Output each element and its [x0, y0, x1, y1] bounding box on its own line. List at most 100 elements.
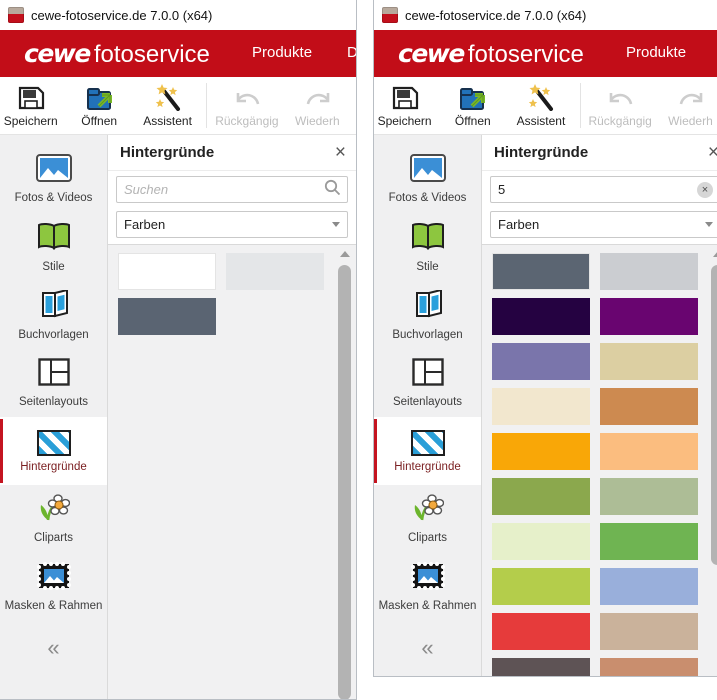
scrollbar-thumb[interactable]: [338, 265, 351, 700]
color-swatch[interactable]: [492, 388, 590, 425]
swatch-grid: [118, 253, 356, 335]
sidebar-item-label: Stile: [42, 261, 64, 273]
redo-label: Wiederh: [295, 114, 340, 128]
page-layouts-icon: [412, 358, 444, 391]
color-swatch[interactable]: [118, 298, 216, 335]
color-swatch[interactable]: [492, 478, 590, 515]
category-dropdown[interactable]: Farben: [490, 211, 717, 238]
photos-icon: [36, 154, 72, 187]
search-input[interactable]: [498, 182, 697, 197]
open-label: Öffnen: [455, 114, 491, 128]
content-area: Fotos & Videos Stile Buchvorlagen Seiten…: [374, 135, 717, 676]
open-button[interactable]: Öffnen: [69, 77, 128, 134]
clipart-flower-icon: [38, 494, 70, 527]
close-icon[interactable]: ×: [335, 145, 346, 161]
sidebar-item-seitenlayouts[interactable]: Seitenlayouts: [374, 349, 481, 417]
logo-rest: fotoservice: [468, 41, 584, 68]
floppy-icon: [17, 81, 45, 113]
sidebar-item-cliparts[interactable]: Cliparts: [0, 485, 107, 553]
app-icon[interactable]: [8, 7, 24, 23]
close-icon[interactable]: ×: [708, 145, 717, 161]
panel-header: Hintergründe ×: [482, 135, 717, 171]
sidebar-item-masken-rahmen[interactable]: Masken & Rahmen: [0, 553, 107, 621]
open-button[interactable]: Öffnen: [443, 77, 502, 134]
folder-open-icon: [459, 81, 486, 113]
sidebar-item-fotos-videos[interactable]: Fotos & Videos: [0, 145, 107, 213]
sidebar: Fotos & Videos Stile Buchvorlagen Seiten…: [0, 135, 108, 699]
sidebar-item-seitenlayouts[interactable]: Seitenlayouts: [0, 349, 107, 417]
color-swatch[interactable]: [492, 433, 590, 470]
color-swatch[interactable]: [600, 388, 698, 425]
color-swatch[interactable]: [492, 343, 590, 380]
color-swatch[interactable]: [600, 298, 698, 335]
category-value: Farben: [498, 217, 705, 232]
category-row: Farben: [482, 208, 717, 245]
color-swatch[interactable]: [600, 478, 698, 515]
menu-clipped[interactable]: D: [347, 44, 357, 61]
sidebar-item-label: Seitenlayouts: [19, 396, 88, 408]
app-icon[interactable]: [382, 7, 398, 23]
sidebar-item-cliparts[interactable]: Cliparts: [374, 485, 481, 553]
scroll-up-icon[interactable]: [340, 251, 350, 257]
scroll-up-icon[interactable]: [713, 251, 717, 257]
color-swatch[interactable]: [600, 253, 698, 290]
redo-label: Wiederh: [668, 114, 713, 128]
sidebar-item-label: Masken & Rahmen: [379, 600, 477, 612]
sidebar-item-masken-rahmen[interactable]: Masken & Rahmen: [374, 553, 481, 621]
redo-button[interactable]: Wiederh: [661, 77, 717, 134]
undo-button[interactable]: Rückgängig: [215, 77, 278, 134]
color-swatch[interactable]: [492, 253, 590, 290]
color-swatch[interactable]: [492, 568, 590, 605]
undo-label: Rückgängig: [215, 114, 278, 128]
swatch-area: [108, 245, 356, 700]
photos-icon: [410, 154, 446, 187]
assistant-label: Assistent: [143, 114, 192, 128]
sidebar-item-stile[interactable]: Stile: [0, 213, 107, 281]
sidebar-collapse-button[interactable]: «: [0, 635, 107, 661]
sidebar-item-label: Cliparts: [34, 532, 73, 544]
search-field: [116, 176, 348, 203]
assistant-button[interactable]: Assistent: [511, 77, 570, 134]
redo-button[interactable]: Wiederh: [288, 77, 347, 134]
sidebar-item-hintergruende[interactable]: Hintergründe: [374, 417, 481, 485]
save-button[interactable]: Speichern: [375, 77, 434, 134]
color-swatch[interactable]: [492, 613, 590, 650]
color-swatch[interactable]: [492, 658, 590, 677]
category-dropdown[interactable]: Farben: [116, 211, 348, 238]
sidebar-collapse-button[interactable]: «: [374, 635, 481, 661]
backgrounds-panel: Hintergründe × Farben: [108, 135, 356, 699]
save-button[interactable]: Speichern: [1, 77, 60, 134]
color-swatch[interactable]: [600, 523, 698, 560]
sidebar-item-buchvorlagen[interactable]: Buchvorlagen: [374, 281, 481, 349]
assistant-button[interactable]: Assistent: [138, 77, 197, 134]
color-swatch[interactable]: [226, 253, 324, 290]
color-swatch[interactable]: [492, 298, 590, 335]
sidebar-item-buchvorlagen[interactable]: Buchvorlagen: [0, 281, 107, 349]
scrollbar: [709, 247, 717, 677]
color-swatch[interactable]: [600, 658, 698, 677]
sidebar-item-label: Buchvorlagen: [18, 329, 88, 341]
content-area: Fotos & Videos Stile Buchvorlagen Seiten…: [0, 135, 356, 699]
sidebar-item-hintergruende[interactable]: Hintergründe: [0, 417, 107, 485]
color-swatch[interactable]: [600, 433, 698, 470]
panel-title: Hintergründe: [120, 144, 335, 161]
color-swatch[interactable]: [600, 343, 698, 380]
color-swatch[interactable]: [600, 568, 698, 605]
menu-produkte[interactable]: Produkte: [626, 44, 686, 61]
sidebar-item-fotos-videos[interactable]: Fotos & Videos: [374, 145, 481, 213]
undo-button[interactable]: Rückgängig: [588, 77, 651, 134]
color-swatch[interactable]: [600, 613, 698, 650]
color-swatch[interactable]: [118, 253, 216, 290]
search-row: [108, 171, 356, 208]
search-input[interactable]: [124, 182, 324, 197]
book-templates-icon: [413, 290, 443, 324]
color-swatch[interactable]: [492, 523, 590, 560]
scrollbar-thumb[interactable]: [711, 265, 717, 565]
sidebar-item-stile[interactable]: Stile: [374, 213, 481, 281]
clear-search-icon[interactable]: ×: [697, 182, 713, 198]
menu-produkte[interactable]: Produkte: [252, 44, 312, 61]
